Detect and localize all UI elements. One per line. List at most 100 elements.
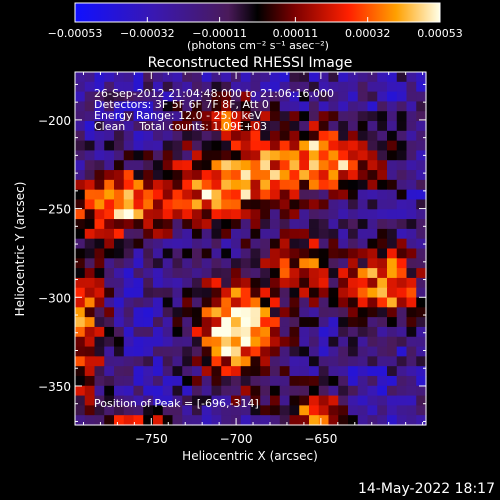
heatmap-cell [338, 140, 349, 152]
heatmap-cell [338, 268, 349, 279]
heatmap-cell [211, 150, 222, 161]
heatmap-cell [299, 72, 310, 83]
heatmap-cell [94, 219, 105, 230]
heatmap-cell [260, 346, 271, 357]
heatmap-cell [338, 160, 349, 171]
heatmap-cell [357, 346, 369, 357]
heatmap-cell [338, 307, 349, 318]
heatmap-cell [260, 297, 271, 308]
heatmap-cell [240, 121, 252, 132]
heatmap-cell [84, 395, 96, 406]
heatmap-cell [94, 297, 105, 308]
heatmap-cell [143, 277, 154, 289]
heatmap-cell [153, 336, 164, 348]
heatmap-cell [260, 170, 271, 181]
heatmap-cell [377, 209, 388, 220]
heatmap-cell [250, 199, 261, 210]
heatmap-cell [396, 160, 408, 171]
heatmap-cell [396, 395, 408, 406]
heatmap-cell [377, 150, 388, 161]
heatmap-cell [299, 375, 310, 387]
heatmap-cell [221, 81, 232, 93]
heatmap-cell [338, 317, 349, 328]
heatmap-cell [367, 395, 378, 406]
heatmap-cell [104, 111, 115, 122]
heatmap-cell [143, 238, 154, 250]
heatmap-cell [406, 179, 417, 191]
heatmap-cell [260, 405, 271, 416]
annotation-energy-range: Energy Range: 12.0 - 25.0 keV [94, 109, 262, 122]
heatmap-cell [94, 228, 105, 240]
heatmap-cell [84, 287, 96, 299]
heatmap-cell [387, 258, 398, 269]
heatmap-cell [396, 248, 408, 259]
heatmap-cell [162, 297, 174, 308]
y-axis-title: Heliocentric Y (arcsec) [13, 182, 27, 317]
heatmap-cell [309, 346, 320, 357]
heatmap-cell [201, 199, 213, 210]
heatmap-cell [94, 209, 105, 220]
heatmap-cell [250, 317, 261, 328]
heatmap-cell [94, 268, 105, 279]
heatmap-cell [387, 111, 398, 122]
heatmap-cell [75, 189, 86, 201]
heatmap-cell [133, 121, 144, 132]
footer-timestamp: 14-May-2022 18:17 [358, 481, 495, 497]
heatmap-cell [309, 317, 320, 328]
heatmap-cell [162, 189, 174, 201]
heatmap-cell [279, 317, 291, 328]
heatmap-cell [84, 140, 96, 152]
heatmap-cell [153, 179, 164, 191]
heatmap-cell [211, 228, 222, 240]
heatmap-cell [289, 307, 300, 318]
heatmap-cell [299, 307, 310, 318]
heatmap-cell [133, 326, 144, 338]
heatmap-cell [279, 189, 291, 201]
heatmap-cell [328, 130, 339, 142]
heatmap-cell [201, 268, 213, 279]
heatmap-cell [348, 346, 359, 357]
heatmap-cell [309, 179, 320, 191]
heatmap-cell [94, 140, 105, 152]
heatmap-cell [162, 375, 174, 387]
heatmap-cell [328, 238, 339, 250]
heatmap-cell [143, 405, 154, 416]
heatmap-cell [279, 258, 291, 269]
heatmap-cell [279, 326, 291, 338]
heatmap-cell [94, 81, 105, 93]
heatmap-cell [250, 307, 261, 318]
heatmap-cell [299, 130, 310, 142]
heatmap-cell [104, 81, 115, 93]
heatmap-cell [221, 385, 232, 397]
heatmap-cell [338, 366, 349, 377]
heatmap-cell [123, 385, 135, 397]
heatmap-cell [182, 268, 193, 279]
heatmap-cell [75, 326, 86, 338]
heatmap-cell [348, 336, 359, 348]
heatmap-cell [75, 268, 86, 279]
heatmap-cell [328, 228, 339, 240]
annotation-time-range: 26-Sep-2012 21:04:48.000 to 21:06:16.000 [94, 87, 334, 100]
heatmap-cell [240, 297, 252, 308]
heatmap-cell [211, 366, 222, 377]
heatmap-cell [396, 366, 408, 377]
heatmap-cell [172, 238, 183, 250]
heatmap-cell [201, 219, 213, 230]
heatmap-cell [367, 170, 378, 181]
heatmap-cell [240, 307, 252, 318]
heatmap-cell [348, 150, 359, 161]
heatmap-cell [201, 81, 213, 93]
heatmap-cell [201, 209, 213, 220]
heatmap-cell [153, 375, 164, 387]
heatmap-cell [299, 140, 310, 152]
heatmap-cell [240, 258, 252, 269]
heatmap-cell [104, 307, 115, 318]
heatmap-cell [192, 405, 203, 416]
heatmap-cell [153, 219, 164, 230]
heatmap-cell [114, 287, 125, 299]
heatmap-cell [396, 121, 408, 132]
heatmap-cell [328, 385, 339, 397]
heatmap-cell [260, 385, 271, 397]
heatmap-cell [114, 356, 125, 367]
heatmap-cell [75, 111, 86, 122]
